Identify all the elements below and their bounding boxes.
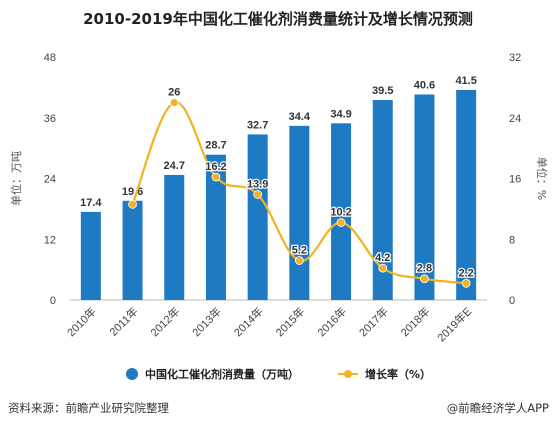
growth-value-label: 26 [168,87,180,99]
growth-value-label: 10.2 [330,207,351,219]
x-tick-label: 2016年 [314,304,349,339]
bar-value-label: 39.5 [372,85,393,97]
bar-series [80,89,477,301]
left-y-tick-label: 48 [44,52,56,64]
bar-value-label: 32.7 [247,119,268,131]
growth-point [420,274,429,284]
growth-point [211,172,221,182]
bar-value-label: 24.7 [164,160,185,172]
footer-source: 资料来源：前瞻产业研究院整理 [8,401,169,415]
bar-value-label: 41.5 [455,75,476,87]
right-y-tick-label: 8 [509,234,515,246]
growth-point [294,256,304,265]
growth-point [461,278,471,288]
bar-value-label: 19.6 [122,186,143,198]
growth-value-label: 2.2 [459,267,474,279]
chart-title: 2010-2019年中国化工催化剂消费量统计及增长情况预测 [83,10,473,28]
growth-value-label: 4.2 [375,252,390,264]
left-y-axis-title: 单位：万吨 [9,151,23,206]
growth-value-label: 16.2 [205,161,226,173]
left-y-tick-label: 36 [44,113,56,125]
x-tick-label: 2018年 [398,304,433,339]
legend: 中国化工催化剂消费量（万吨） 增长率（%） [126,367,431,381]
right-y-axis: 0 8 16 24 32 单位：% [509,52,549,307]
bar [456,89,477,300]
right-y-tick-label: 0 [509,295,515,307]
x-tick-label: 2010年 [64,304,99,339]
growth-point [169,98,179,107]
legend-line-marker [344,370,352,378]
x-tick-label: 2017年 [356,304,391,339]
growth-value-label: 13.9 [247,178,268,190]
x-tick-label: 2011年 [106,304,140,338]
growth-value-label: 5.2 [292,245,307,257]
bar [289,125,310,300]
left-y-tick-label: 0 [50,295,56,307]
footer-brand: @前瞻经济学人APP [446,401,549,415]
legend-bar-marker [126,368,138,380]
growth-point [378,263,388,273]
bar [164,174,185,300]
x-tick-label: 2015年 [272,304,307,339]
legend-bar-label: 中国化工催化剂消费量（万吨） [145,367,299,381]
bar-value-label: 40.6 [414,79,435,91]
bar [205,154,226,300]
growth-point [253,190,263,199]
bar-value-label: 34.4 [289,111,311,123]
right-y-axis-title: 单位：% [535,157,549,200]
x-axis: 2010年 2011年 2012年 2013年 2014年 2015年 2016年 2017年… [64,299,487,344]
growth-point [128,199,137,209]
bar [247,134,268,300]
left-y-axis: 0 12 24 36 48 单位：万吨 [9,52,56,307]
right-y-tick-label: 32 [509,52,521,64]
growth-point [336,218,346,227]
x-tick-label: 2019年E [434,304,474,344]
left-y-tick-label: 12 [44,234,56,246]
bar-value-label: 34.9 [330,108,351,120]
bar [414,94,435,301]
right-y-tick-label: 24 [509,113,521,125]
bar-labels: 17.4 19.6 24.7 28.7 32.7 34.4 34.9 39.5 40.6 41.5 [80,75,477,209]
x-tick-label: 2013年 [189,304,224,339]
bar [331,123,352,300]
bar-value-label: 17.4 [80,197,102,209]
right-y-tick-label: 16 [509,174,521,186]
line-series: 26 16.2 13.9 5.2 10.2 4.2 2.8 2.2 [128,85,475,288]
growth-value-label: 2.8 [417,263,432,275]
legend-line-label: 增长率（%） [365,367,431,381]
x-tick-label: 2014年 [231,304,266,339]
bar [80,211,101,300]
bar [372,100,393,300]
left-y-tick-label: 24 [44,174,56,186]
bar [122,200,143,300]
bar-value-label: 28.7 [205,140,226,152]
x-tick-label: 2012年 [147,304,182,339]
